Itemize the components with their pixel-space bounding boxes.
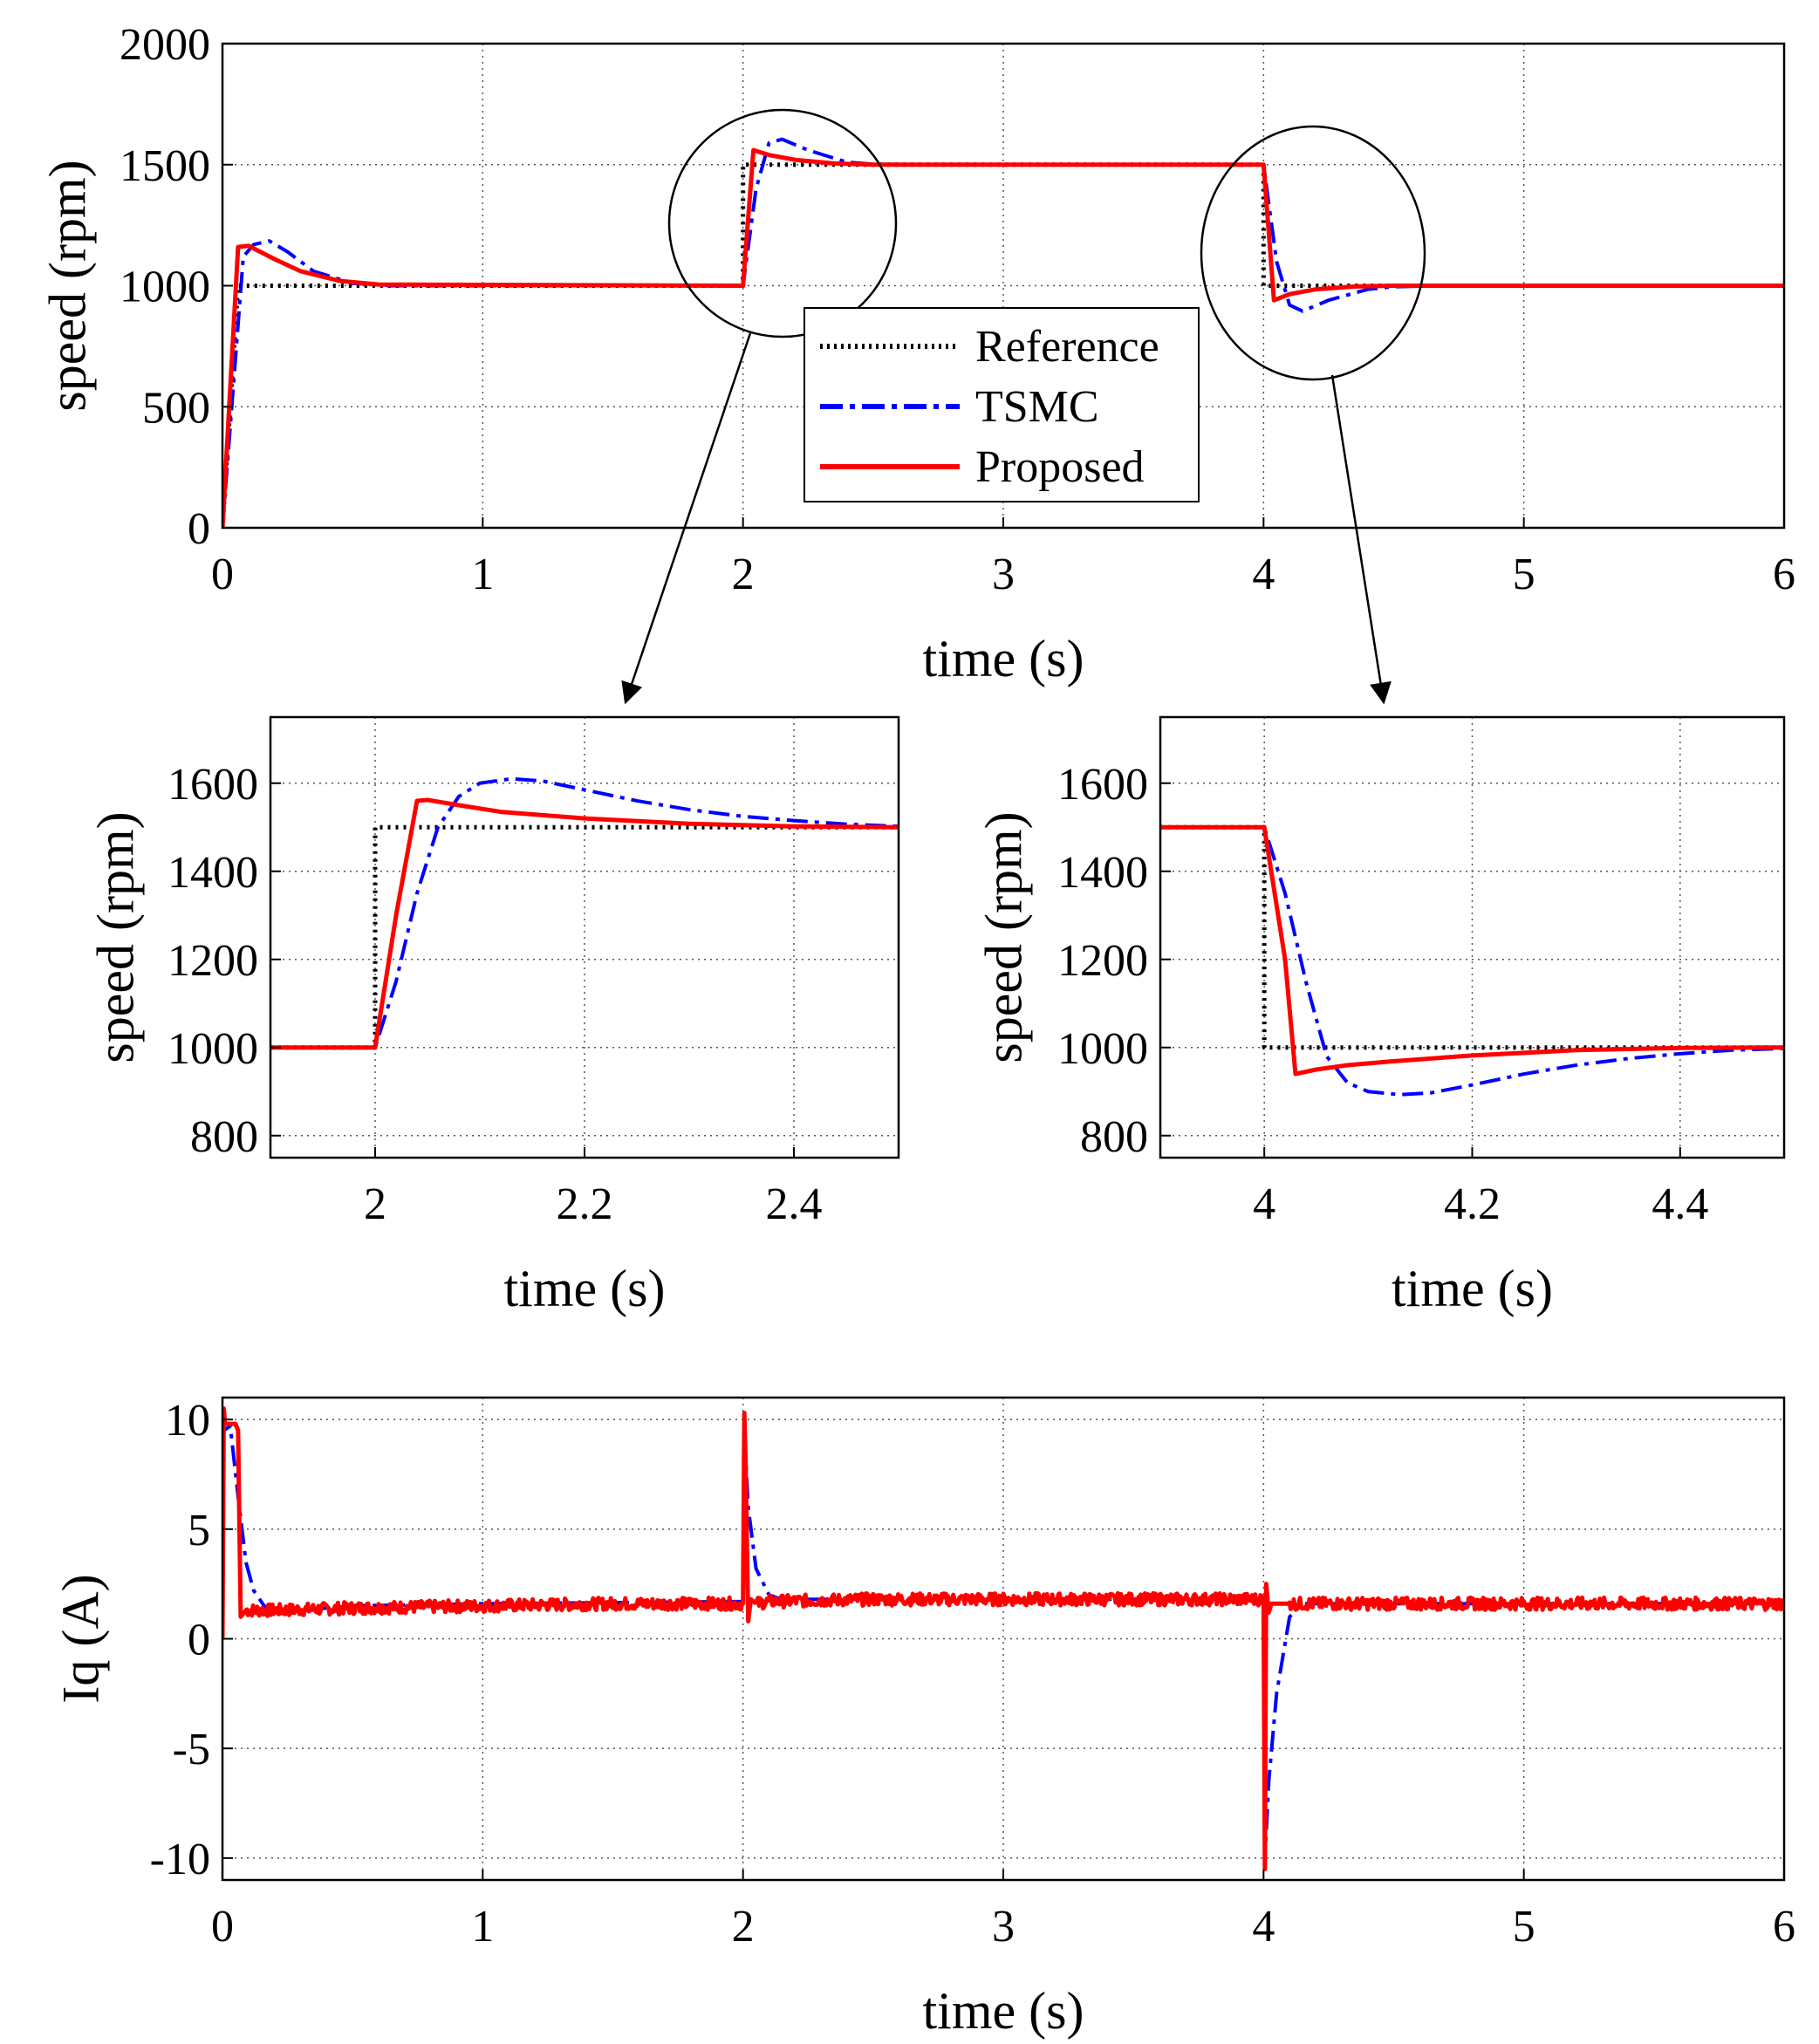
y-tick-label-0: 10 xyxy=(165,1396,210,1446)
y-tick-label-2: 1200 xyxy=(1057,936,1148,986)
y-axis-label: speed (rpm) xyxy=(86,811,144,1063)
zoom-circle-step-up xyxy=(667,108,898,338)
y-tick-label-4: 1600 xyxy=(168,760,258,810)
x-tick-label-0: 0 xyxy=(211,550,234,599)
series-group xyxy=(270,776,899,1050)
y-tick-label-4: 1600 xyxy=(1057,760,1148,810)
y-tick-label-1: 1000 xyxy=(1057,1024,1148,1074)
series-tsmc-line xyxy=(270,776,899,1049)
series-group xyxy=(1160,824,1784,1097)
series-proposed-line xyxy=(222,1406,1784,1871)
x-tick-label-1: 1 xyxy=(471,1902,494,1952)
zoom-circle-step-down xyxy=(1200,125,1426,381)
y-tick-label-0: 800 xyxy=(1080,1112,1148,1162)
series-proposed-line xyxy=(222,147,1784,528)
zoom-arrow-step-up xyxy=(621,332,752,705)
x-tick-label-3: 3 xyxy=(992,550,1015,599)
x-tick-label-2: 2 xyxy=(732,550,755,599)
y-tick-label-4: 2000 xyxy=(120,20,210,70)
x-tick-label-2: 2.4 xyxy=(766,1179,823,1229)
y-tick-label-3: 1400 xyxy=(168,848,258,898)
y-tick-label-1: 500 xyxy=(142,383,210,433)
series-proposed-line xyxy=(1160,824,1784,1077)
legend-label-tsmc: TSMC xyxy=(975,382,1099,432)
y-tick-label-3: 1400 xyxy=(1057,848,1148,898)
x-tick-label-4: 4 xyxy=(1252,1902,1275,1952)
x-tick-label-3: 3 xyxy=(992,1902,1015,1952)
y-tick-label-1: 1000 xyxy=(168,1024,258,1074)
series-tsmc-line xyxy=(1160,825,1784,1097)
y-tick-label-0: 800 xyxy=(190,1112,258,1162)
zoom-callouts xyxy=(621,108,1426,705)
x-tick-label-4: 4 xyxy=(1252,550,1275,599)
x-axis-label: time (s) xyxy=(504,1260,666,1317)
y-tick-label-3: 1500 xyxy=(120,141,210,191)
y-tick-label-2: 0 xyxy=(188,1616,210,1665)
y-tick-label-2: 1000 xyxy=(120,263,210,312)
x-tick-label-0: 4 xyxy=(1253,1179,1275,1229)
series-reference-line xyxy=(1160,824,1784,1050)
chart-current-iq: 0 1 2 3 4 5 6 10 5 0 -5 -10 time (s) Iq (A) xyxy=(51,1396,1795,2040)
x-axis-label: time (s) xyxy=(923,1982,1084,2040)
y-axis-label: speed (rpm) xyxy=(974,811,1032,1063)
x-tick-label-0: 0 xyxy=(211,1902,234,1952)
y-tick-label-3: -5 xyxy=(173,1725,210,1774)
y-tick-label-1: 5 xyxy=(188,1506,210,1555)
chart-zoom-step-down: 4 4.2 4.4 800 1000 1200 1400 1600 time (s) speed … xyxy=(974,715,1786,1317)
zoom-arrow-step-down xyxy=(1330,374,1392,705)
legend-label-reference: Reference xyxy=(975,322,1159,372)
y-tick-label-0: 0 xyxy=(188,504,210,554)
x-tick-label-2: 2 xyxy=(732,1902,755,1952)
x-tick-label-1: 4.2 xyxy=(1444,1179,1501,1229)
x-tick-label-6: 6 xyxy=(1773,1902,1795,1952)
x-axis-label: time (s) xyxy=(923,630,1084,687)
y-tick-label-4: -10 xyxy=(150,1835,210,1884)
x-axis-label: time (s) xyxy=(1392,1260,1553,1317)
y-axis-label: speed (rpm) xyxy=(38,160,96,411)
legend-label-proposed: Proposed xyxy=(975,442,1145,492)
legend: Reference TSMC Proposed xyxy=(804,307,1200,502)
series-group xyxy=(222,137,1784,528)
x-tick-label-6: 6 xyxy=(1773,550,1795,599)
x-tick-label-1: 2.2 xyxy=(557,1179,613,1229)
series-group xyxy=(222,1406,1784,1871)
x-tick-label-2: 4.4 xyxy=(1651,1179,1708,1229)
x-tick-label-1: 1 xyxy=(471,550,494,599)
x-tick-label-5: 5 xyxy=(1513,550,1535,599)
series-tsmc-line xyxy=(222,137,1784,528)
chart-zoom-step-up: 2 2.2 2.4 800 1000 1200 1400 1600 time (s) speed … xyxy=(86,715,900,1317)
series-proposed-line xyxy=(270,797,899,1050)
x-tick-label-5: 5 xyxy=(1513,1902,1535,1952)
y-tick-label-2: 1200 xyxy=(168,936,258,986)
y-axis-label: Iq (A) xyxy=(51,1574,109,1703)
x-tick-label-0: 2 xyxy=(364,1179,386,1229)
